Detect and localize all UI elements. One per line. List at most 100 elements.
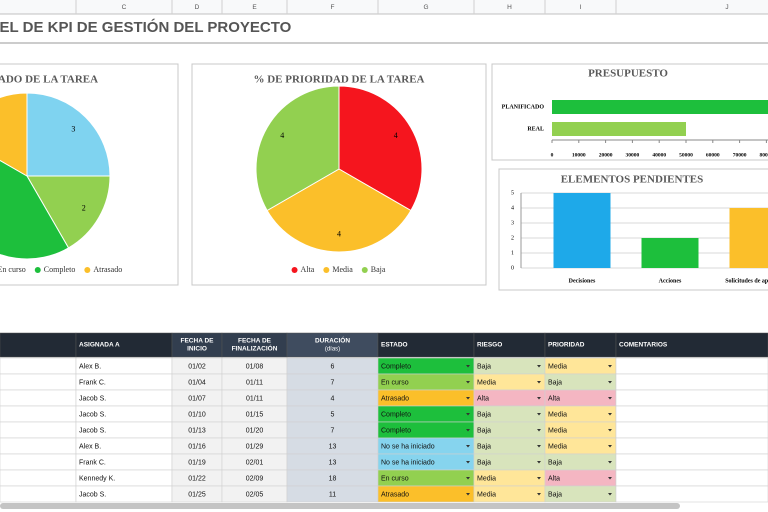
slice-label: 2 bbox=[82, 204, 86, 213]
header-cell bbox=[473, 332, 546, 358]
dropdown-arrow[interactable] bbox=[608, 429, 612, 432]
header-label: FINALIZACIÓN bbox=[232, 344, 278, 353]
header-label: DURACIÓN bbox=[315, 336, 350, 345]
slice-label: 3 bbox=[71, 124, 75, 133]
dropdown-arrow[interactable] bbox=[537, 381, 541, 384]
cell-text: 6 bbox=[331, 363, 335, 370]
cell-text: Frank C. bbox=[79, 379, 106, 386]
dropdown-arrow[interactable] bbox=[466, 493, 470, 496]
column-letter: C bbox=[122, 4, 127, 11]
dropdown-arrow[interactable] bbox=[537, 445, 541, 448]
dropdown-arrow[interactable] bbox=[608, 365, 612, 368]
dropdown-arrow[interactable] bbox=[537, 397, 541, 400]
x-tick-label: Decisiones bbox=[569, 278, 596, 284]
dropdown-arrow[interactable] bbox=[537, 461, 541, 464]
header-cell bbox=[286, 332, 379, 358]
dropdown-arrow[interactable] bbox=[608, 445, 612, 448]
cell-text: 01/02 bbox=[188, 363, 206, 370]
dropdown-arrow[interactable] bbox=[466, 477, 470, 480]
cell-text: 02/09 bbox=[246, 475, 264, 482]
cell-text: 01/16 bbox=[188, 443, 206, 450]
y-tick-label: 2 bbox=[511, 235, 514, 241]
dropdown-arrow[interactable] bbox=[537, 365, 541, 368]
header-label: INICIO bbox=[187, 346, 207, 353]
table-cell bbox=[0, 469, 77, 487]
dropdown-arrow[interactable] bbox=[608, 477, 612, 480]
header-cell bbox=[0, 332, 77, 358]
dropdown-arrow[interactable] bbox=[537, 429, 541, 432]
dropdown-arrow[interactable] bbox=[466, 381, 470, 384]
cell-text: Baja bbox=[477, 411, 491, 418]
cell-text: Baja bbox=[477, 459, 491, 466]
table-cell[interactable] bbox=[615, 405, 768, 423]
dropdown-arrow[interactable] bbox=[466, 365, 470, 368]
cell-text: Kennedy K. bbox=[79, 475, 115, 482]
dropdown-arrow[interactable] bbox=[537, 413, 541, 416]
pie-slice bbox=[338, 85, 423, 212]
dashboard-title: PANEL DE KPI DE GESTIÓN DEL PROYECTO bbox=[0, 18, 292, 36]
cell-text: Jacob S. bbox=[79, 427, 106, 434]
header-cell bbox=[221, 332, 288, 358]
dropdown-arrow[interactable] bbox=[608, 413, 612, 416]
table-cell[interactable] bbox=[615, 389, 768, 407]
table-cell[interactable] bbox=[615, 357, 768, 375]
cell-text: 01/22 bbox=[188, 475, 206, 482]
cell-text: Jacob S. bbox=[79, 411, 106, 418]
table-cell[interactable] bbox=[615, 421, 768, 439]
column-letter: E bbox=[252, 4, 257, 11]
dropdown-arrow[interactable] bbox=[608, 381, 612, 384]
cell-text: Alex B. bbox=[79, 363, 101, 370]
dropdown-arrow[interactable] bbox=[608, 493, 612, 496]
scrollbar[interactable] bbox=[0, 503, 680, 509]
table-cell[interactable] bbox=[615, 485, 768, 503]
dropdown-arrow[interactable] bbox=[466, 461, 470, 464]
cell-text: Alta bbox=[477, 395, 489, 402]
cell-text: Atrasado bbox=[381, 395, 409, 402]
dropdown-arrow[interactable] bbox=[466, 413, 470, 416]
cell-text: Atrasado bbox=[381, 491, 409, 498]
y-tick-label: 0 bbox=[511, 265, 514, 271]
dropdown-arrow[interactable] bbox=[466, 397, 470, 400]
table-cell[interactable] bbox=[615, 373, 768, 391]
pie-slice bbox=[0, 159, 70, 260]
table-cell bbox=[0, 373, 77, 391]
cell-text: Alex B. bbox=[79, 443, 101, 450]
bar bbox=[553, 193, 611, 268]
column-letter: F bbox=[331, 4, 335, 11]
column-letter: D bbox=[195, 4, 200, 11]
category-label: PLANIFICADO bbox=[502, 104, 545, 110]
slice-label: 4 bbox=[337, 229, 341, 238]
x-tick-label: 70000 bbox=[733, 152, 747, 158]
table-cell bbox=[0, 389, 77, 407]
cell-text: 01/04 bbox=[188, 379, 206, 386]
dropdown-arrow[interactable] bbox=[608, 397, 612, 400]
cell-text: Jacob S. bbox=[79, 491, 106, 498]
cell-text: Baja bbox=[477, 443, 491, 450]
dropdown-arrow[interactable] bbox=[537, 493, 541, 496]
header-label: FECHA DE bbox=[238, 338, 272, 345]
table-cell[interactable] bbox=[615, 453, 768, 471]
table-cell bbox=[0, 405, 77, 423]
table-cell[interactable] bbox=[615, 469, 768, 487]
dropdown-arrow[interactable] bbox=[466, 445, 470, 448]
legend-label: Baja bbox=[371, 265, 386, 274]
dropdown-arrow[interactable] bbox=[466, 429, 470, 432]
cell-text: Jacob S. bbox=[79, 395, 106, 402]
pie-slice bbox=[266, 168, 412, 253]
legend-label: Atrasado bbox=[93, 265, 122, 274]
dropdown-arrow[interactable] bbox=[537, 477, 541, 480]
cell-text: Media bbox=[548, 443, 567, 450]
header-label: RIESGO bbox=[477, 342, 502, 349]
pie-slice bbox=[255, 85, 340, 212]
table-cell[interactable] bbox=[615, 437, 768, 455]
cell-text: 13 bbox=[329, 459, 337, 466]
cell-text: 7 bbox=[331, 379, 335, 386]
cell-text: Frank C. bbox=[79, 459, 106, 466]
header-cell bbox=[544, 332, 617, 358]
cell-text: 13 bbox=[329, 443, 337, 450]
x-tick-label: 50000 bbox=[679, 152, 693, 158]
cell-text: 02/05 bbox=[246, 491, 264, 498]
dropdown-arrow[interactable] bbox=[608, 461, 612, 464]
cell-text: No se ha iniciado bbox=[381, 459, 435, 466]
table-cell bbox=[0, 485, 77, 503]
